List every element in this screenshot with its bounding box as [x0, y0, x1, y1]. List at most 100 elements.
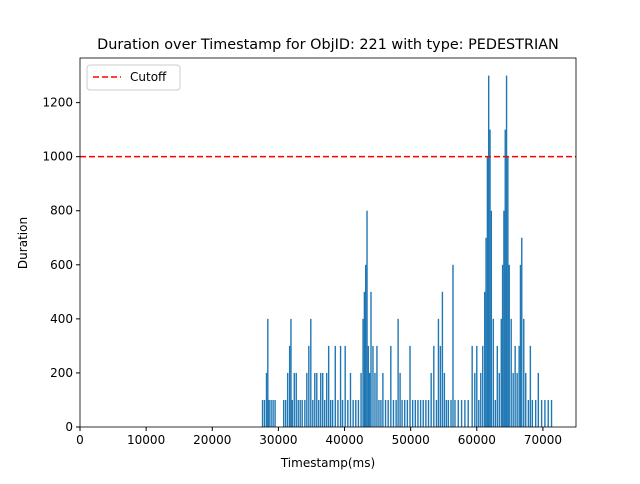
bar [395, 399, 397, 427]
bar [387, 399, 389, 427]
bar [378, 399, 380, 427]
y-tick-label: 200 [50, 366, 73, 380]
bar [516, 372, 518, 427]
bar [286, 372, 289, 427]
bar [360, 372, 362, 427]
y-tick-label: 800 [50, 204, 73, 218]
bar [484, 291, 486, 427]
bar [323, 399, 326, 427]
bar [318, 399, 320, 427]
bar [457, 399, 459, 427]
bar [347, 399, 349, 427]
bar [376, 345, 378, 427]
bar [327, 345, 330, 427]
bar [339, 345, 342, 427]
x-tick-label: 50000 [392, 433, 430, 447]
bar [450, 399, 452, 427]
bar [527, 399, 530, 427]
bar [534, 399, 537, 427]
legend-label: Cutoff [130, 70, 167, 84]
bar [308, 345, 310, 427]
bar [507, 156, 509, 427]
bar [372, 345, 374, 427]
bar [325, 372, 328, 427]
bar [329, 399, 332, 427]
bar [489, 129, 491, 427]
bar [364, 264, 367, 427]
bar [430, 372, 432, 427]
bar [419, 399, 422, 427]
bar [540, 399, 543, 427]
bar [263, 399, 266, 427]
bar [322, 372, 324, 427]
bar [331, 399, 334, 427]
bar [291, 399, 293, 427]
bar [411, 399, 414, 427]
bar [544, 399, 546, 427]
bar [508, 264, 510, 427]
bar [341, 399, 344, 427]
bar [494, 399, 497, 427]
bar [492, 318, 495, 427]
bar [390, 345, 392, 427]
bar [510, 318, 512, 427]
bar [518, 345, 520, 427]
bar [304, 399, 306, 427]
bar [427, 399, 430, 427]
bar [261, 399, 264, 427]
bar [486, 156, 489, 427]
bar [399, 372, 401, 427]
bar [503, 210, 505, 427]
bar [425, 399, 427, 427]
bar [320, 372, 322, 427]
bar [476, 345, 478, 427]
bar [297, 399, 299, 427]
bar [284, 399, 287, 427]
bar [550, 399, 553, 427]
y-tick-label: 0 [65, 420, 73, 434]
bar [485, 237, 487, 427]
bar [290, 318, 292, 427]
bar [409, 345, 411, 427]
bar [382, 372, 384, 427]
bar [306, 372, 308, 427]
bar [441, 291, 444, 427]
bar [547, 399, 549, 427]
legend-box [86, 64, 181, 91]
bar [454, 399, 456, 427]
bar [366, 210, 368, 427]
bar [439, 345, 442, 427]
bar [500, 318, 502, 427]
bar [299, 399, 301, 427]
bar [355, 399, 357, 427]
bar [437, 318, 440, 427]
bar [464, 399, 466, 427]
bar [270, 399, 272, 427]
y-tick-label: 600 [50, 258, 73, 272]
bar [406, 399, 409, 427]
x-tick-label: 30000 [259, 433, 297, 447]
x-tick-label: 70000 [524, 433, 562, 447]
x-tick-label: 0 [76, 433, 84, 447]
bar [401, 399, 403, 427]
bar [295, 372, 297, 427]
bar [392, 399, 395, 427]
bar [288, 345, 291, 427]
bar [349, 372, 352, 427]
bar [334, 345, 336, 427]
bar [404, 399, 406, 427]
bar [496, 345, 499, 427]
bar [529, 345, 532, 427]
bar [417, 399, 419, 427]
bar [443, 372, 446, 427]
bar [370, 291, 372, 427]
bar [293, 372, 295, 427]
bar [478, 399, 480, 427]
bar [268, 399, 270, 427]
bar [316, 372, 318, 427]
bar [488, 75, 490, 428]
bar [501, 264, 504, 427]
bar [272, 399, 274, 427]
